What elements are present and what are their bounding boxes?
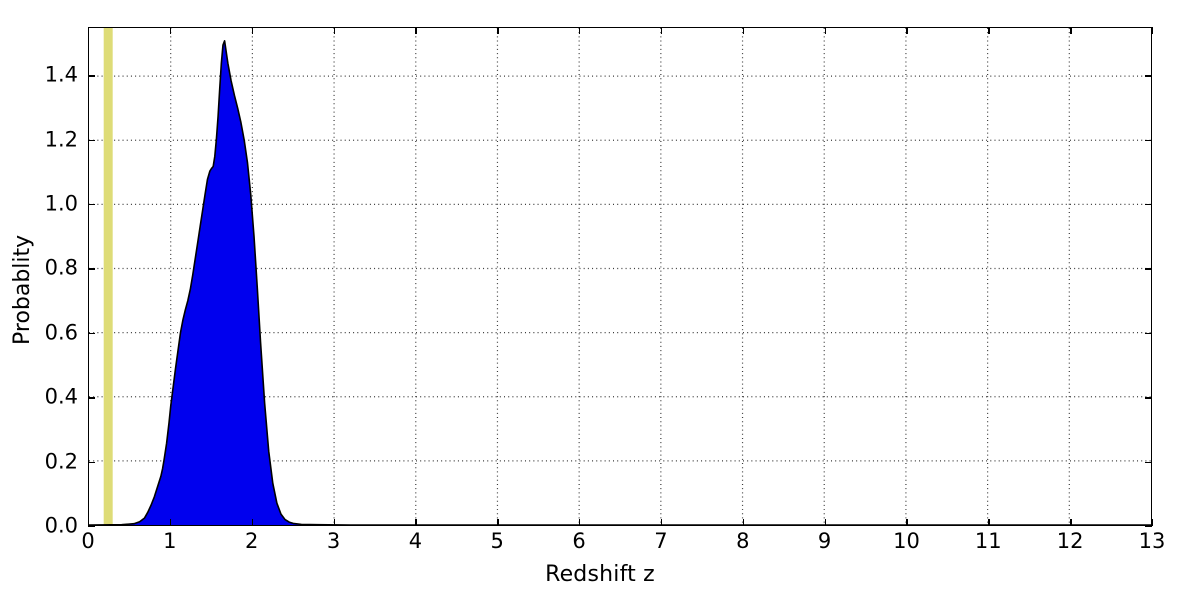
x-tick-mark xyxy=(415,519,417,526)
y-tick-mark-right xyxy=(1145,75,1152,77)
x-tick-mark xyxy=(169,519,172,526)
x-tick-mark-top xyxy=(906,27,908,34)
x-tick-label: 10 xyxy=(893,529,920,553)
x-tick-mark xyxy=(579,519,581,526)
y-tick-mark xyxy=(88,526,95,528)
x-tick-label: 9 xyxy=(817,529,832,553)
y-tick-label: 1.2 xyxy=(44,127,78,152)
x-tick-label: 6 xyxy=(572,529,586,553)
y-tick-label: 1.4 xyxy=(44,62,78,87)
y-tick-mark xyxy=(88,268,95,270)
x-tick-mark-top xyxy=(1070,27,1072,34)
x-tick-mark-top xyxy=(497,27,499,34)
x-tick-mark-top xyxy=(988,27,990,34)
y-tick-mark-right xyxy=(1145,268,1152,270)
y-tick-mark-right xyxy=(1145,139,1152,142)
x-tick-label: 2 xyxy=(245,529,259,553)
x-tick-mark xyxy=(333,519,335,526)
x-tick-label: 11 xyxy=(974,529,1002,553)
x-tick-mark xyxy=(1152,519,1154,526)
x-tick-mark xyxy=(906,519,908,526)
y-tick-mark xyxy=(88,75,95,77)
x-tick-mark-top xyxy=(742,27,745,34)
x-tick-mark-top xyxy=(824,27,826,34)
x-tick-mark-top xyxy=(415,27,417,34)
x-tick-mark xyxy=(988,519,990,526)
x-tick-mark-top xyxy=(660,27,663,34)
x-tick-label: 1 xyxy=(163,529,177,553)
y-tick-mark xyxy=(88,397,95,399)
x-tick-label: 8 xyxy=(736,529,750,553)
x-tick-label: 12 xyxy=(1056,529,1084,553)
x-tick-mark xyxy=(824,519,826,526)
x-tick-label: 5 xyxy=(490,529,504,553)
y-tick-mark-right xyxy=(1145,526,1152,528)
x-tick-mark-top xyxy=(251,27,254,34)
y-tick-mark xyxy=(88,139,95,142)
y-tick-mark xyxy=(88,332,95,335)
probability-density-curve xyxy=(89,40,1151,525)
x-tick-mark-top xyxy=(333,27,335,34)
x-tick-mark xyxy=(88,519,90,526)
x-tick-mark-top xyxy=(579,27,581,34)
x-tick-label: 3 xyxy=(326,529,341,553)
x-tick-label: 13 xyxy=(1138,529,1166,553)
x-tick-mark xyxy=(251,519,254,526)
y-tick-label: 0.6 xyxy=(44,320,78,345)
x-axis-title: Redshift z xyxy=(545,562,655,587)
x-tick-label: 7 xyxy=(654,529,668,553)
x-tick-label: 4 xyxy=(408,529,423,553)
y-tick-mark xyxy=(88,204,95,206)
y-tick-mark-right xyxy=(1145,397,1152,399)
y-tick-label: 0.2 xyxy=(44,449,78,474)
x-tick-mark xyxy=(742,519,745,526)
y-tick-mark-right xyxy=(1145,204,1152,206)
x-tick-label: 0 xyxy=(81,529,95,553)
x-tick-mark-top xyxy=(88,27,90,34)
y-axis-title: Probablity xyxy=(10,234,35,345)
x-tick-mark-top xyxy=(1152,27,1154,34)
y-tick-label: 0.0 xyxy=(44,513,78,538)
y-tick-label: 0.4 xyxy=(44,384,78,409)
plot-area xyxy=(88,27,1152,526)
x-tick-mark xyxy=(660,519,663,526)
x-tick-mark-top xyxy=(169,27,172,34)
spectroscopic-redshift-marker xyxy=(103,28,113,525)
y-tick-label: 1.0 xyxy=(44,191,78,216)
y-tick-label: 0.8 xyxy=(44,255,78,280)
y-tick-mark xyxy=(88,461,95,463)
y-tick-mark-right xyxy=(1145,332,1152,335)
x-tick-mark xyxy=(1070,519,1072,526)
x-tick-mark xyxy=(497,519,499,526)
y-tick-mark-right xyxy=(1145,461,1152,463)
